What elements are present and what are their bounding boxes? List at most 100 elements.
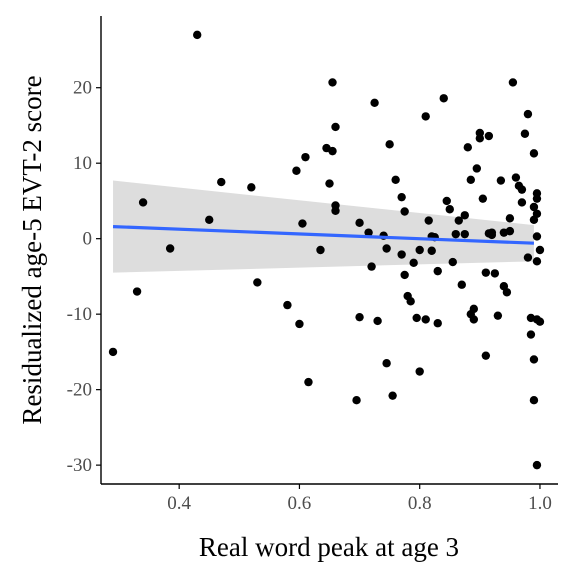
data-point bbox=[304, 377, 313, 387]
data-point bbox=[535, 245, 545, 255]
confidence-band bbox=[113, 180, 534, 273]
data-point bbox=[502, 288, 512, 297]
data-point bbox=[352, 396, 361, 405]
data-point bbox=[108, 347, 118, 357]
data-point bbox=[301, 152, 310, 162]
data-point bbox=[415, 245, 424, 255]
data-point bbox=[526, 330, 536, 339]
confidence-band-layer bbox=[113, 180, 534, 273]
data-point bbox=[397, 192, 406, 202]
data-point bbox=[421, 315, 430, 324]
data-point bbox=[427, 246, 436, 255]
data-point bbox=[460, 229, 469, 239]
data-point bbox=[466, 175, 476, 184]
data-point bbox=[532, 232, 542, 241]
data-point bbox=[469, 315, 479, 324]
data-point bbox=[448, 257, 457, 267]
data-point bbox=[532, 194, 542, 203]
data-point bbox=[457, 280, 466, 289]
data-point bbox=[520, 129, 530, 138]
y-tick-label: -20 bbox=[67, 380, 92, 401]
data-point bbox=[165, 244, 175, 253]
data-point bbox=[295, 319, 304, 329]
data-point bbox=[442, 196, 451, 206]
y-tick-label: -10 bbox=[67, 304, 92, 325]
data-point bbox=[328, 146, 337, 156]
data-point bbox=[355, 218, 364, 228]
data-point bbox=[490, 269, 500, 278]
data-point bbox=[397, 250, 406, 259]
data-point bbox=[532, 209, 542, 218]
data-point bbox=[433, 266, 442, 276]
y-axis-title: Residualized age-5 EVT-2 score bbox=[17, 75, 47, 424]
data-point bbox=[469, 304, 479, 314]
data-point bbox=[529, 149, 539, 158]
x-tick-label: 0.8 bbox=[408, 493, 432, 514]
data-point bbox=[478, 194, 488, 203]
data-point bbox=[132, 287, 142, 296]
data-point bbox=[505, 214, 515, 223]
data-point bbox=[391, 175, 400, 184]
x-tick-label: 0.4 bbox=[167, 493, 191, 514]
data-point bbox=[400, 207, 409, 216]
data-point bbox=[421, 112, 430, 121]
data-point bbox=[523, 253, 533, 262]
data-point bbox=[247, 183, 256, 192]
data-point bbox=[484, 131, 494, 141]
data-point bbox=[532, 460, 542, 470]
data-point bbox=[331, 122, 340, 132]
data-point bbox=[487, 228, 497, 237]
data-point bbox=[475, 128, 485, 138]
data-point bbox=[496, 176, 506, 185]
data-point bbox=[511, 173, 521, 182]
x-axis-ticks: 0.4 0.6 0.8 1.0 bbox=[167, 484, 552, 514]
data-point bbox=[445, 205, 454, 214]
data-point bbox=[532, 257, 542, 266]
data-point bbox=[331, 206, 340, 215]
data-point bbox=[451, 229, 460, 239]
data-point bbox=[138, 198, 148, 207]
y-tick-label: 10 bbox=[73, 153, 92, 174]
y-tick-label: 20 bbox=[73, 78, 92, 99]
fit-line bbox=[112, 225, 535, 245]
data-point bbox=[388, 391, 397, 400]
data-point bbox=[535, 317, 545, 326]
data-point bbox=[439, 94, 448, 103]
data-point bbox=[505, 226, 515, 236]
data-point bbox=[328, 78, 337, 87]
data-point bbox=[460, 211, 469, 220]
y-tick-label: -30 bbox=[67, 455, 92, 476]
data-point bbox=[292, 166, 301, 175]
data-point bbox=[325, 179, 334, 188]
data-point bbox=[385, 140, 394, 149]
data-point bbox=[529, 202, 539, 212]
data-point bbox=[508, 78, 518, 87]
data-point bbox=[523, 109, 533, 119]
x-tick-label: 0.6 bbox=[288, 493, 312, 514]
data-point bbox=[193, 30, 202, 40]
fit-line-layer bbox=[112, 225, 535, 245]
x-axis-title: Real word peak at age 3 bbox=[199, 532, 459, 562]
data-point bbox=[400, 270, 409, 280]
data-point bbox=[367, 262, 376, 271]
data-point bbox=[463, 143, 473, 152]
y-tick-label: 0 bbox=[83, 229, 93, 250]
data-point bbox=[370, 98, 379, 108]
data-point bbox=[253, 278, 262, 287]
data-point bbox=[433, 319, 442, 328]
data-point bbox=[355, 312, 364, 322]
x-tick-label: 1.0 bbox=[528, 493, 552, 514]
y-axis-ticks: -30 -20 -10 0 10 20 bbox=[67, 78, 101, 476]
data-point bbox=[481, 351, 491, 360]
data-point bbox=[364, 228, 373, 237]
data-point bbox=[454, 216, 463, 225]
data-point bbox=[493, 311, 503, 320]
data-point bbox=[517, 198, 527, 207]
data-point bbox=[217, 177, 226, 187]
data-point bbox=[316, 245, 325, 255]
data-point bbox=[373, 316, 382, 326]
data-point bbox=[529, 396, 539, 405]
data-point bbox=[382, 244, 391, 253]
data-point bbox=[283, 300, 292, 310]
data-point bbox=[424, 216, 433, 225]
